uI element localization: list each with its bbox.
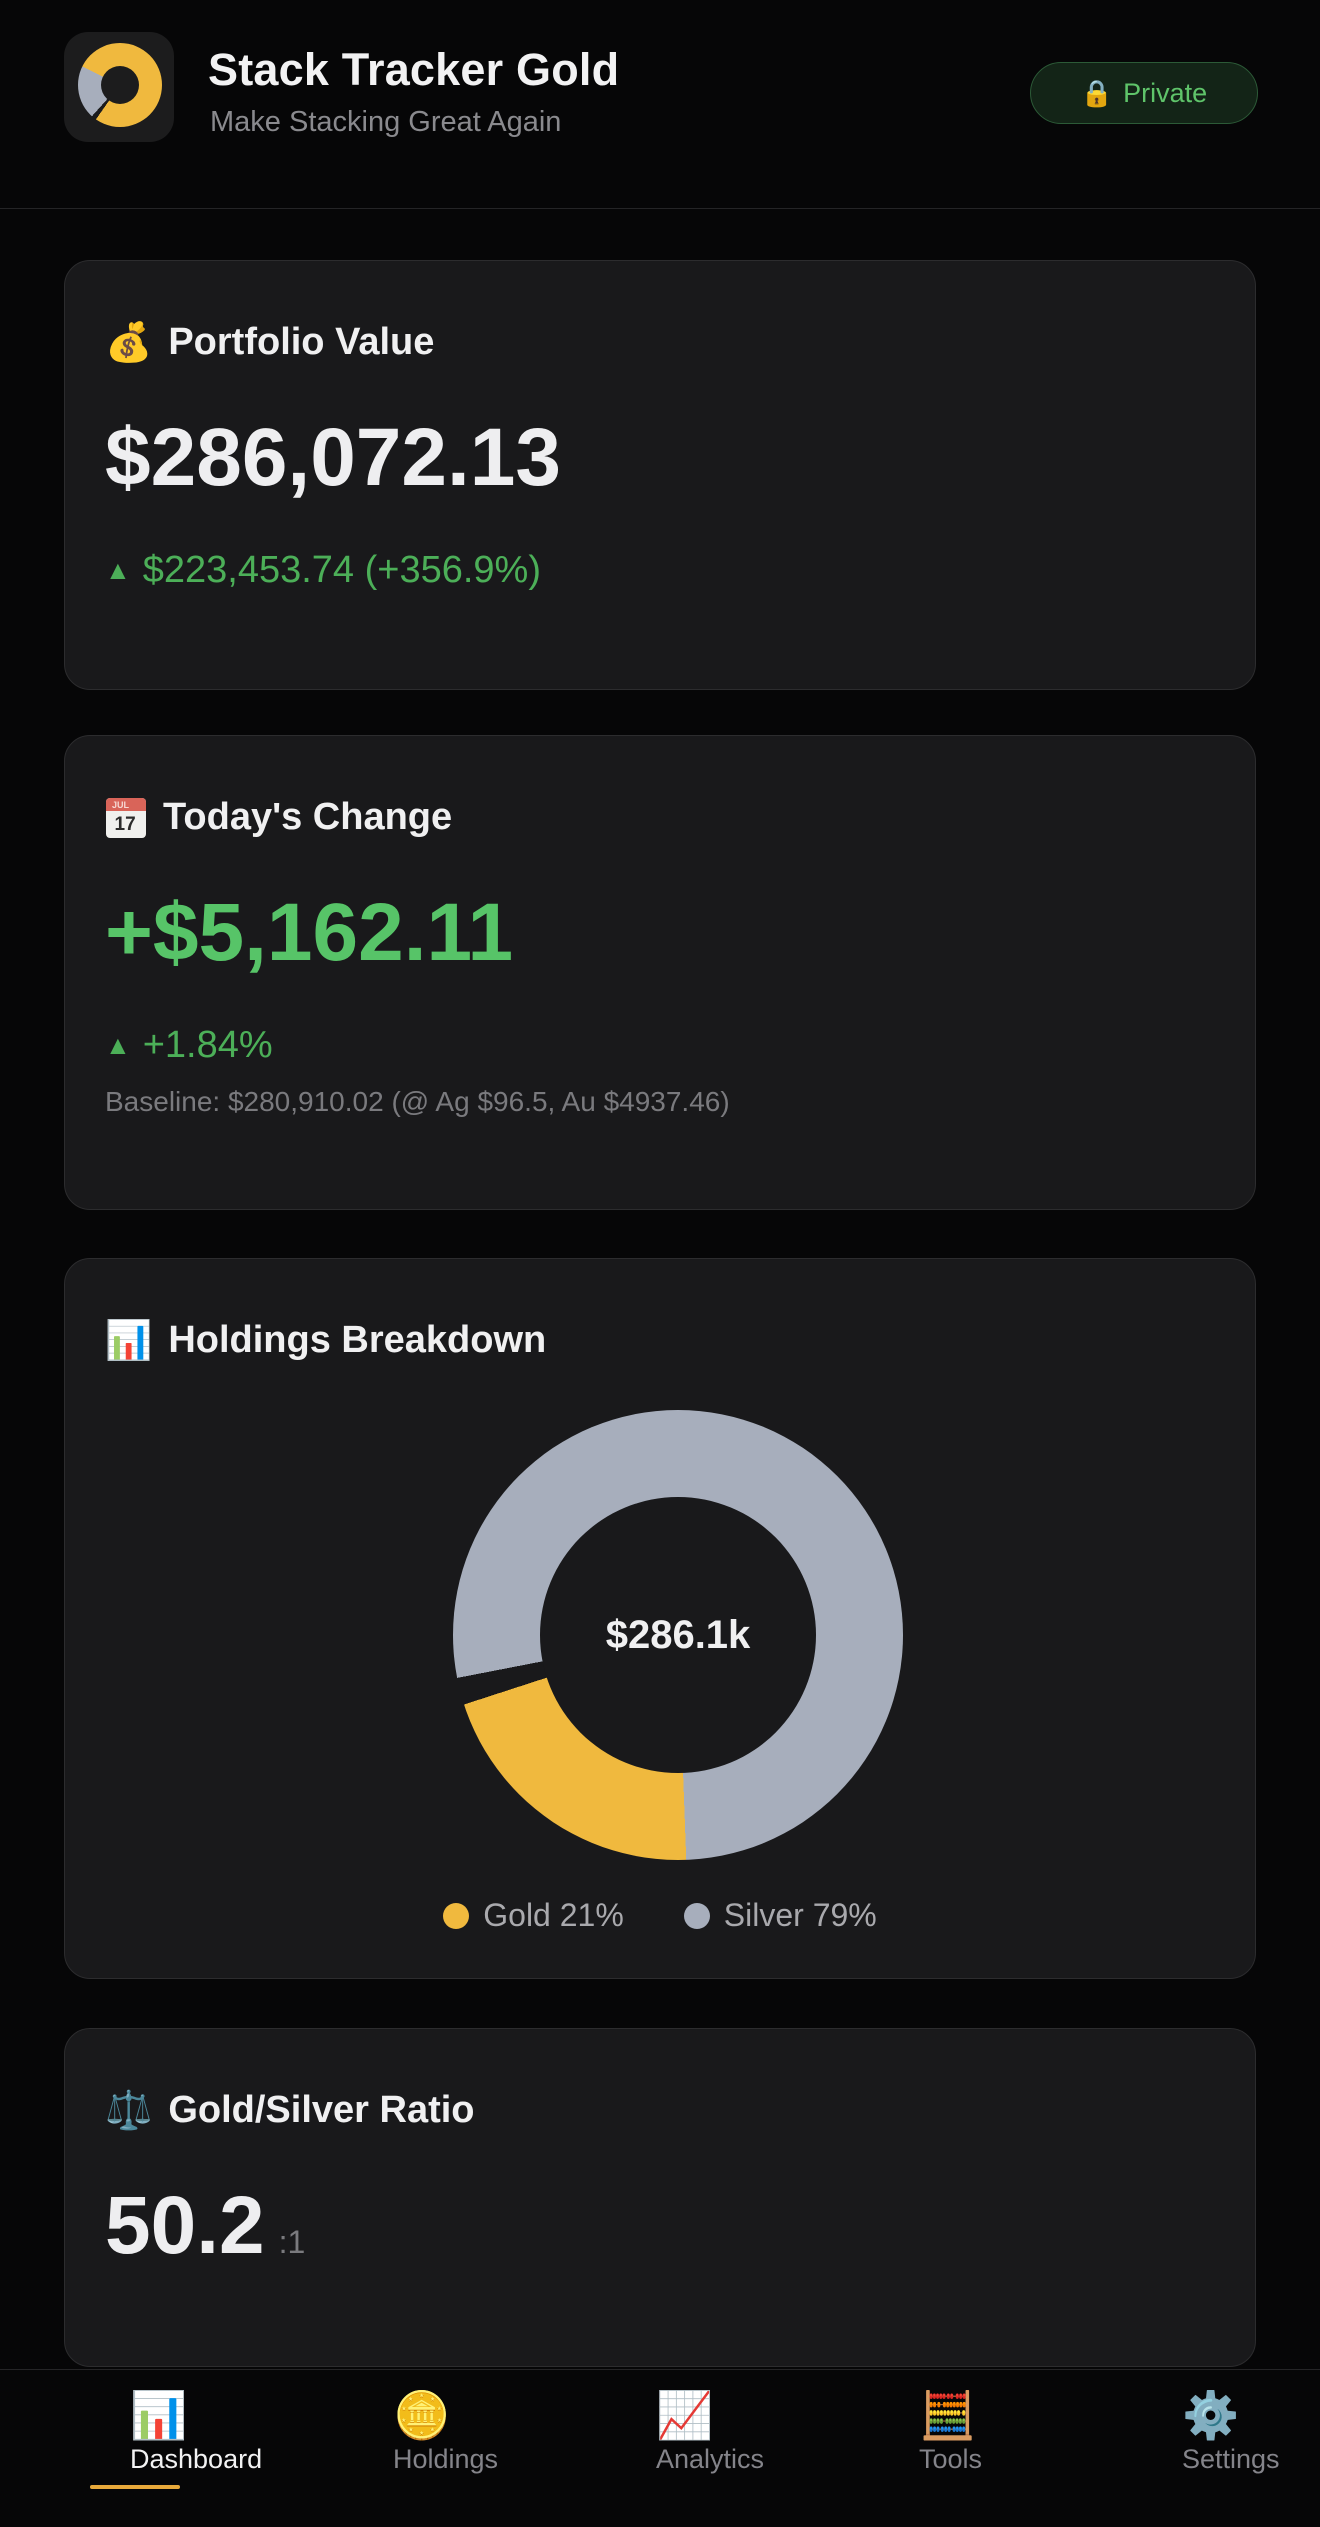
svg-text:17: 17 xyxy=(115,814,136,835)
svg-text:JUL: JUL xyxy=(112,800,130,810)
